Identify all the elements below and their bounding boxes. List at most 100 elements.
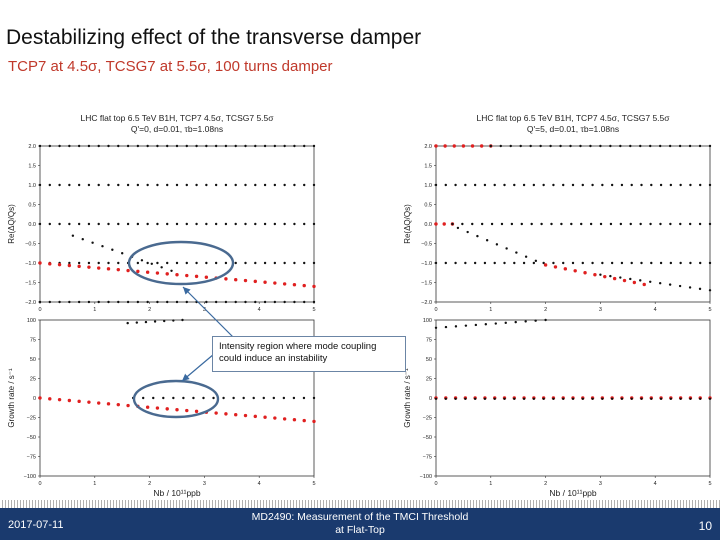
chart-right-upper-point	[552, 261, 555, 265]
chart-left-upper-point	[303, 144, 306, 148]
chart-right-lower-point	[522, 397, 526, 400]
chart-right-lower-point	[434, 326, 438, 329]
chart-left-upper-point	[68, 222, 71, 226]
chart-left-upper-point	[97, 183, 100, 187]
chart-right-upper-point	[642, 282, 646, 287]
chart-left-lower-point	[212, 396, 215, 400]
chart-left-lower-ytick-label: 75	[30, 338, 36, 344]
chart-left-upper-point	[312, 300, 316, 304]
chart-left-upper-point	[166, 144, 169, 148]
chart-left-lower-point	[182, 396, 185, 400]
chart-left-upper-point	[81, 238, 84, 241]
chart-left-upper-point	[205, 222, 208, 226]
chart-left-upper-point	[48, 183, 51, 187]
chart-left-upper-point	[283, 183, 286, 187]
chart-left-upper-point	[107, 183, 110, 187]
chart-left-upper-ytick-label: 0.5	[28, 203, 36, 209]
chart-left-upper-point	[195, 144, 198, 148]
chart-left-upper-point	[243, 278, 248, 283]
chart-right-upper-series-1-black	[489, 144, 712, 148]
chart-left-upper-point	[185, 183, 188, 187]
chart-left-lower-ytick-label: −50	[27, 435, 36, 441]
chart-left-upper-point	[205, 261, 208, 265]
chart-left-lower-point	[272, 396, 276, 400]
chart-left-upper-point	[136, 144, 140, 148]
chart-right-upper-series-6-black	[456, 226, 547, 267]
chart-left-upper-point	[185, 300, 188, 304]
chart-left-upper-point	[273, 261, 277, 265]
chart-left-upper-point	[146, 300, 149, 304]
chart-left-lower-point	[126, 321, 129, 325]
chart-left-upper-point	[224, 300, 228, 304]
chart-left-upper-point	[303, 183, 306, 187]
chart-right-upper-point	[573, 269, 577, 273]
chart-left-lower-point	[263, 415, 267, 419]
chart-left-upper-point	[273, 300, 277, 304]
chart-left-upper-point	[38, 144, 42, 148]
plots-canvas: LHC flat top 6.5 TeV B1H, TCP7 4.5σ, TCS…	[7, 113, 712, 498]
chart-left-upper-point	[234, 183, 237, 187]
chart-left-upper-point	[107, 300, 110, 304]
chart-left-upper-point	[293, 300, 296, 304]
chart-right-upper-point	[639, 144, 642, 148]
chart-right-upper-point	[649, 144, 652, 148]
chart-right-upper-point	[678, 144, 682, 148]
chart-left-lower-point	[165, 407, 169, 411]
chart-right-upper-point	[640, 183, 643, 187]
chart-left-upper-point	[195, 183, 198, 187]
chart-left-lower-point	[181, 318, 184, 322]
chart-right-lower-point	[708, 397, 712, 400]
chart-right-upper-point	[622, 278, 627, 283]
chart-left-lower-point	[202, 396, 205, 400]
chart-left-lower-point	[194, 409, 199, 414]
chart-left-lower-point	[172, 396, 175, 400]
chart-right-upper-ytick-label: 0.5	[424, 203, 432, 209]
chart-left-title-line: LHC flat top 6.5 TeV B1H, TCP7 4.5σ, TCS…	[80, 113, 274, 123]
chart-right-upper-point	[591, 183, 594, 187]
chart-left-lower-point	[252, 396, 255, 400]
chart-left-upper-point	[117, 183, 120, 187]
chart-left-upper-point	[234, 222, 237, 226]
chart-left-upper-point	[282, 282, 287, 286]
chart-left-upper-point	[273, 144, 277, 148]
chart-right-upper-point	[639, 279, 642, 282]
chart-left-upper-point	[254, 261, 257, 265]
chart-left-upper-point	[67, 263, 72, 268]
chart-left-upper-point	[126, 222, 130, 226]
chart-right-lower-ytick-label: −50	[423, 435, 432, 441]
chart-right-lower-point	[571, 397, 575, 400]
chart-right-lower-point	[542, 397, 545, 400]
chart-left-lower-point	[312, 419, 316, 424]
chart-right-upper-point	[708, 144, 712, 148]
chart-left-upper-point	[107, 144, 110, 148]
footer-title: MD2490: Measurement of the TMCI Threshol…	[251, 511, 469, 536]
chart-left-upper-point	[136, 222, 140, 226]
chart-left-lower-point	[302, 396, 306, 400]
chart-right-upper-point	[443, 144, 447, 148]
chart-left-upper-point	[117, 144, 120, 148]
chart-left-upper-point	[224, 222, 228, 226]
chart-right-upper-point	[485, 239, 489, 242]
chart-left-upper-point	[244, 144, 247, 148]
chart-right-upper-point	[563, 267, 568, 271]
chart-right-upper-point	[515, 251, 518, 254]
chart-right-lower-point	[630, 397, 633, 400]
chart-left-upper-point	[87, 265, 91, 269]
chart-left-upper-point	[91, 241, 94, 244]
chart-right-upper-point	[581, 183, 584, 187]
chart-right-upper-point	[444, 261, 447, 265]
chart-left-upper-point	[116, 267, 120, 272]
chart-left-upper-point	[97, 266, 101, 270]
chart-left-upper-point	[283, 222, 286, 226]
chart-right-upper-ytick-label: −1.0	[421, 261, 432, 267]
chart-left-upper-point	[175, 222, 179, 226]
chart-left-upper-point	[224, 183, 228, 187]
chart-right-upper-point	[698, 222, 702, 226]
chart-left-lower-point	[142, 396, 145, 400]
chart-left-upper-point	[234, 300, 237, 304]
chart-left-upper-point	[140, 259, 144, 262]
chart-right-upper-point	[619, 276, 622, 279]
chart-right-lower-xtick-label: 3	[599, 481, 602, 487]
chart-left-upper-series-1-black	[38, 183, 316, 187]
chart-right-upper-point	[589, 222, 593, 226]
